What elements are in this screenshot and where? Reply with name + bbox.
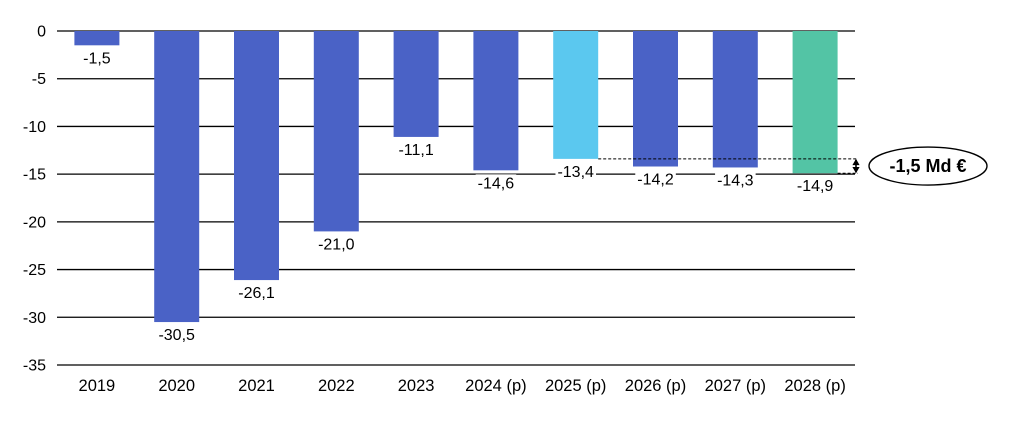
bar-value-label-bg	[794, 177, 836, 197]
bar-2021	[234, 31, 279, 281]
x-axis-label: 2019	[79, 377, 116, 395]
annotation-arrow-down-icon	[852, 166, 860, 174]
y-tick-label: -20	[23, 214, 46, 231]
bar-value-label-bg	[316, 235, 357, 255]
y-tick-label: -15	[23, 167, 46, 184]
bar-2027p	[712, 31, 758, 168]
bar-value-label: -13,4	[557, 164, 594, 181]
x-axis-label: 2024 (p)	[465, 377, 526, 395]
y-tick-label: -35	[23, 358, 46, 375]
bar-value-label: -14,3	[717, 172, 754, 189]
x-axis-label: 2028 (p)	[784, 377, 845, 395]
bar-value-label-bg	[555, 162, 597, 182]
y-tick-label: -10	[23, 119, 46, 136]
x-axis-label: 2021	[238, 377, 275, 395]
bar-value-label: -21,0	[318, 236, 355, 253]
annotation-arrow-up-icon	[852, 158, 860, 166]
bar-value-label-bg	[396, 140, 436, 160]
annotation-ellipse	[868, 146, 988, 186]
bar-2022	[313, 31, 359, 232]
x-axis-label: 2026 (p)	[625, 377, 686, 395]
x-axis-label: 2023	[398, 377, 435, 395]
bar-value-label-bg	[156, 326, 198, 346]
bar-value-label-bg	[475, 174, 517, 194]
bar-value-label: -30,5	[158, 327, 195, 344]
bar-value-label: -14,6	[478, 175, 515, 192]
x-axis-label: 2025 (p)	[545, 377, 606, 395]
bar-2020	[154, 31, 200, 323]
y-tick-label: -30	[23, 310, 46, 327]
bar-2025p	[553, 31, 599, 159]
bar-value-label: -1,5	[83, 50, 111, 67]
bar-2026p	[633, 31, 678, 167]
y-tick-label: 0	[37, 24, 46, 41]
bar-value-label-bg	[236, 284, 277, 304]
y-tick-label: -5	[32, 71, 46, 88]
annotation-label: -1,5 Md €	[889, 156, 966, 176]
bar-value-label: -14,9	[797, 178, 834, 195]
bar-2028p	[792, 31, 838, 174]
bar-value-label: -11,1	[398, 142, 433, 159]
bar-2023	[393, 31, 439, 137]
bar-value-label-bg	[715, 171, 756, 191]
bar-2024p	[473, 31, 519, 171]
bar-2019	[74, 31, 120, 46]
bar-value-label: -14,2	[637, 172, 674, 189]
y-tick-label: -25	[23, 262, 46, 279]
bar-value-label-bg	[81, 49, 113, 69]
x-axis-label: 2027 (p)	[705, 377, 766, 395]
x-axis-label: 2020	[158, 377, 195, 395]
x-axis-label: 2022	[318, 377, 355, 395]
bar-value-label-bg	[635, 170, 676, 190]
bar-value-label: -26,1	[238, 285, 275, 302]
